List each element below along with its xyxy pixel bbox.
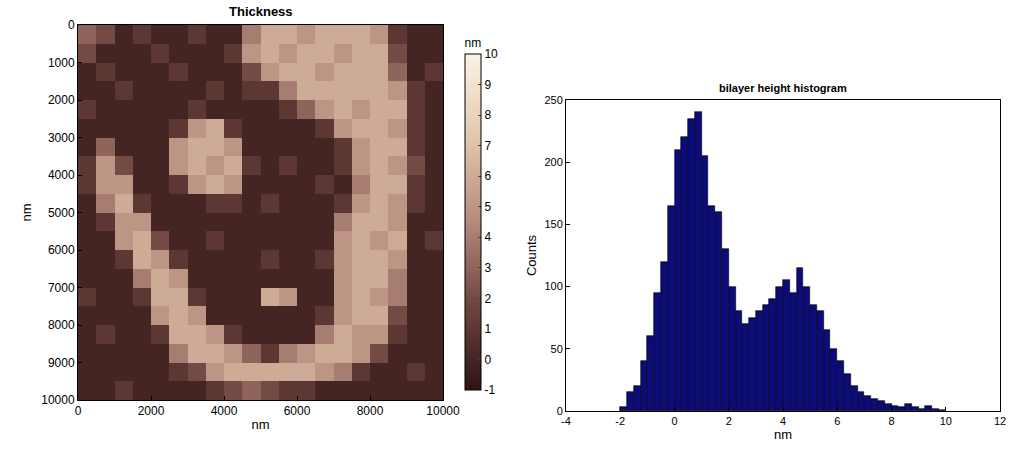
svg-text:8000: 8000	[357, 404, 384, 418]
svg-text:5000: 5000	[48, 206, 75, 220]
svg-text:nm: nm	[465, 36, 482, 50]
svg-text:0: 0	[68, 18, 75, 32]
svg-text:150: 150	[544, 218, 562, 230]
svg-text:8: 8	[484, 108, 491, 122]
svg-text:200: 200	[544, 156, 562, 168]
svg-text:Counts: Counts	[524, 234, 539, 276]
svg-text:2: 2	[726, 415, 732, 427]
svg-text:nm: nm	[774, 427, 792, 442]
svg-text:50: 50	[551, 343, 563, 355]
svg-text:10000: 10000	[426, 404, 460, 418]
svg-text:-1: -1	[484, 383, 495, 397]
svg-text:0: 0	[75, 404, 82, 418]
svg-text:4000: 4000	[48, 168, 75, 182]
svg-text:7000: 7000	[48, 281, 75, 295]
svg-text:-2: -2	[615, 415, 625, 427]
svg-text:5: 5	[484, 200, 491, 214]
svg-text:Thickness: Thickness	[229, 4, 293, 19]
svg-text:2000: 2000	[48, 93, 75, 107]
svg-text:100: 100	[544, 280, 562, 292]
svg-text:2: 2	[484, 292, 491, 306]
svg-text:3000: 3000	[48, 131, 75, 145]
svg-text:6000: 6000	[48, 243, 75, 257]
svg-text:4000: 4000	[211, 404, 238, 418]
svg-text:8: 8	[888, 415, 894, 427]
svg-text:nm: nm	[19, 203, 34, 221]
svg-text:6: 6	[834, 415, 840, 427]
svg-text:250: 250	[544, 94, 562, 106]
svg-text:-4: -4	[561, 415, 571, 427]
svg-text:12: 12	[994, 415, 1006, 427]
svg-text:9000: 9000	[48, 356, 75, 370]
svg-text:0: 0	[671, 415, 677, 427]
svg-text:1000: 1000	[48, 56, 75, 70]
svg-text:0: 0	[484, 353, 491, 367]
svg-text:bilayer height histogram: bilayer height histogram	[719, 82, 847, 94]
svg-text:6: 6	[484, 169, 491, 183]
svg-text:4: 4	[484, 230, 491, 244]
svg-text:0: 0	[557, 405, 563, 417]
svg-text:3: 3	[484, 261, 491, 275]
svg-text:2000: 2000	[138, 404, 165, 418]
svg-text:10: 10	[940, 415, 952, 427]
svg-text:6000: 6000	[284, 404, 311, 418]
svg-text:nm: nm	[251, 417, 269, 432]
svg-text:10: 10	[484, 47, 498, 61]
svg-text:10000: 10000	[41, 393, 75, 407]
svg-text:7: 7	[484, 139, 491, 153]
svg-text:4: 4	[780, 415, 786, 427]
svg-text:1: 1	[484, 322, 491, 336]
svg-text:9: 9	[484, 78, 491, 92]
svg-text:8000: 8000	[48, 318, 75, 332]
